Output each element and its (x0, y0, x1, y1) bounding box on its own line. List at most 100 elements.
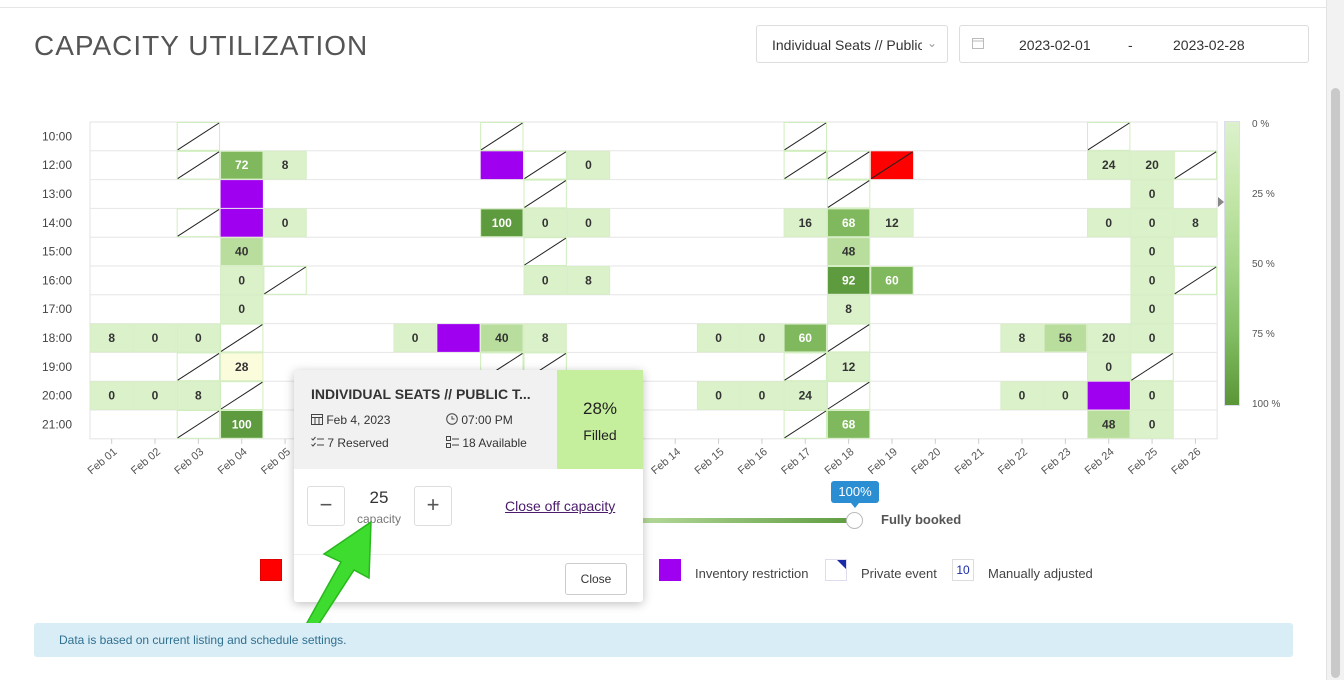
cell-value: 0 (1149, 273, 1156, 287)
cell-value: 68 (842, 417, 856, 431)
date-range-picker[interactable]: 2023-02-01 - 2023-02-28 (959, 25, 1309, 63)
slash-mark (827, 381, 870, 410)
capacity-cell (826, 352, 871, 382)
cell-value: 16 (799, 216, 813, 230)
cell-value: 12 (842, 360, 856, 374)
decrease-capacity-button[interactable]: − (307, 486, 345, 526)
capacity-cell (566, 266, 611, 295)
cell-value: 8 (542, 331, 549, 345)
capacity-cell (826, 208, 871, 238)
private-event-icon (825, 559, 847, 581)
info-alert: Data is based on current listing and sch… (34, 623, 1293, 657)
day-label: Feb 19 (866, 446, 900, 477)
cell-value: 100 (232, 417, 252, 431)
capacity-cell (263, 150, 307, 180)
cell-value: 0 (1105, 360, 1112, 374)
popover-date-row: Feb 4, 2023 (311, 413, 390, 427)
day-label: Feb 26 (1169, 446, 1203, 477)
calendar-icon (311, 414, 323, 425)
capacity-cell (1087, 208, 1131, 238)
capacity-cell (783, 323, 827, 353)
day-label: Feb 16 (736, 446, 770, 477)
popover-time-row: 07:00 PM (446, 413, 513, 427)
capacity-cell (220, 352, 264, 382)
cell-value: 0 (1149, 389, 1156, 403)
capacity-cell (1130, 323, 1174, 353)
restricted-slot (437, 324, 480, 352)
cell-value: 0 (152, 389, 159, 403)
capacity-cell (1087, 352, 1131, 382)
vertical-scrollbar[interactable] (1326, 0, 1344, 680)
legend-manual-swatch: 10 (952, 559, 974, 581)
popover-header: INDIVIDUAL SEATS // PUBLIC T... Feb 4, 2… (294, 370, 557, 469)
slot-details-popover: INDIVIDUAL SEATS // PUBLIC T... Feb 4, 2… (294, 370, 643, 602)
capacity-cell (1130, 179, 1174, 209)
scale-label-0: 0 % (1252, 119, 1270, 130)
capacity-cell (740, 323, 784, 353)
capacity-cell (220, 150, 264, 180)
slash-mark (264, 266, 307, 295)
capacity-cell (523, 323, 567, 353)
slash-mark (1174, 151, 1217, 180)
increase-capacity-button[interactable]: + (414, 486, 452, 526)
day-label: Feb 23 (1039, 446, 1073, 477)
cell-value: 92 (842, 273, 856, 287)
filled-percent: 28% (582, 399, 618, 418)
capacity-cell (220, 266, 264, 295)
cell-value: 48 (1102, 417, 1116, 431)
capacity-cell (523, 266, 567, 295)
cell-value: 12 (885, 216, 899, 230)
listing-select-value: Individual Seats // Public (772, 37, 922, 53)
capacity-cell (1087, 323, 1131, 353)
color-scale-bar (1224, 121, 1240, 406)
slash-mark (1174, 266, 1217, 295)
cell-value: 0 (238, 273, 245, 287)
capacity-cell (263, 208, 307, 238)
date-end[interactable]: 2023-02-28 (1173, 37, 1245, 53)
day-label: Feb 15 (693, 446, 727, 477)
capacity-cell (1000, 381, 1044, 411)
day-label: Feb 01 (86, 446, 120, 477)
slash-mark (177, 208, 220, 237)
capacity-cell (220, 294, 264, 324)
capacity-cell (523, 208, 567, 238)
cell-value: 60 (885, 273, 899, 287)
day-label: Feb 24 (1083, 446, 1117, 477)
slider-value-badge: 100% (831, 481, 879, 508)
info-alert-text: Data is based on current listing and sch… (59, 633, 347, 647)
cell-value: 8 (195, 389, 202, 403)
capacity-cell (566, 150, 611, 180)
time-label: 15:00 (42, 245, 72, 259)
capacity-cell (90, 381, 134, 411)
cell-value: 24 (1102, 158, 1116, 172)
capacity-cell (1043, 323, 1088, 353)
close-off-capacity-link[interactable]: Close off capacity (505, 498, 616, 514)
scale-label-100: 100 % (1252, 399, 1281, 410)
slash-mark (1131, 352, 1174, 381)
capacity-slider-track[interactable] (640, 518, 856, 523)
listing-select[interactable]: Individual Seats // Public ⌄ (756, 25, 948, 63)
restricted-slot (480, 151, 523, 180)
scrollbar-thumb[interactable] (1331, 88, 1340, 678)
popover-title: INDIVIDUAL SEATS // PUBLIC T... (311, 386, 531, 402)
capacity-cell (1130, 208, 1174, 238)
slash-mark (827, 151, 870, 180)
slash-mark (524, 237, 567, 266)
cell-value: 0 (759, 389, 766, 403)
capacity-value[interactable]: 25 (369, 488, 389, 507)
day-label: Feb 14 (649, 446, 683, 477)
capacity-cell (826, 410, 871, 439)
close-button[interactable]: Close (565, 563, 627, 595)
capacity-cell (740, 381, 784, 411)
cell-value: 100 (492, 216, 512, 230)
day-label: Feb 22 (996, 446, 1030, 477)
cell-value: 8 (1019, 331, 1026, 345)
cell-value: 28 (235, 360, 249, 374)
time-label: 14:00 (42, 216, 72, 230)
time-label: 20:00 (42, 389, 72, 403)
date-start[interactable]: 2023-02-01 (1019, 37, 1091, 53)
slider-handle[interactable] (846, 512, 863, 529)
slash-mark (1087, 122, 1130, 151)
capacity-cell (1130, 237, 1174, 266)
cell-value: 20 (1102, 331, 1116, 345)
